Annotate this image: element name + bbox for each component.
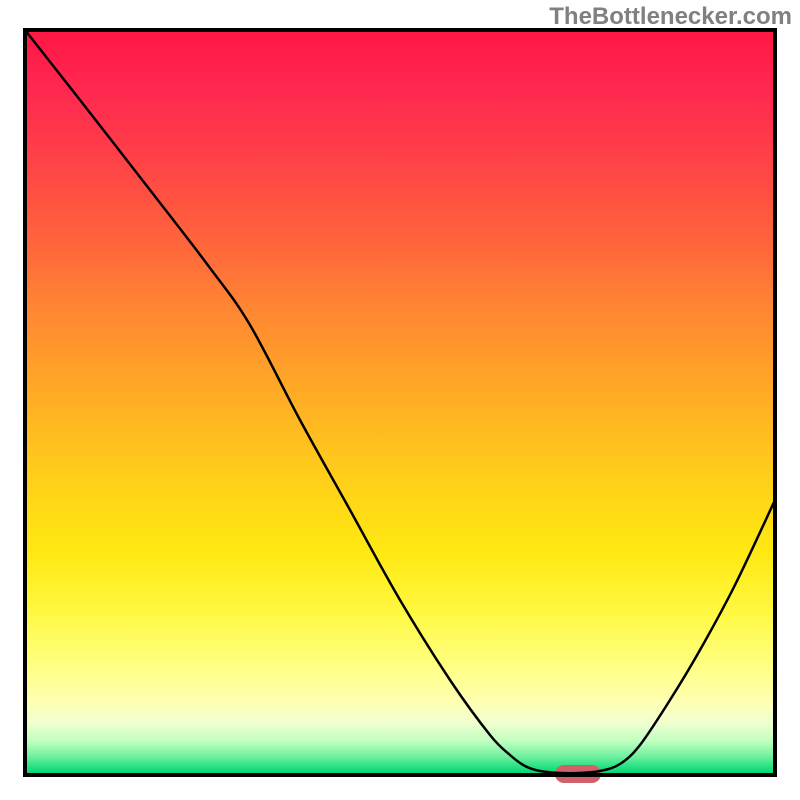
bottleneck-chart: TheBottlenecker.com [0, 0, 800, 800]
watermark-text: TheBottlenecker.com [549, 3, 792, 30]
chart-container: TheBottlenecker.com [0, 0, 800, 800]
plot-background [25, 30, 775, 775]
